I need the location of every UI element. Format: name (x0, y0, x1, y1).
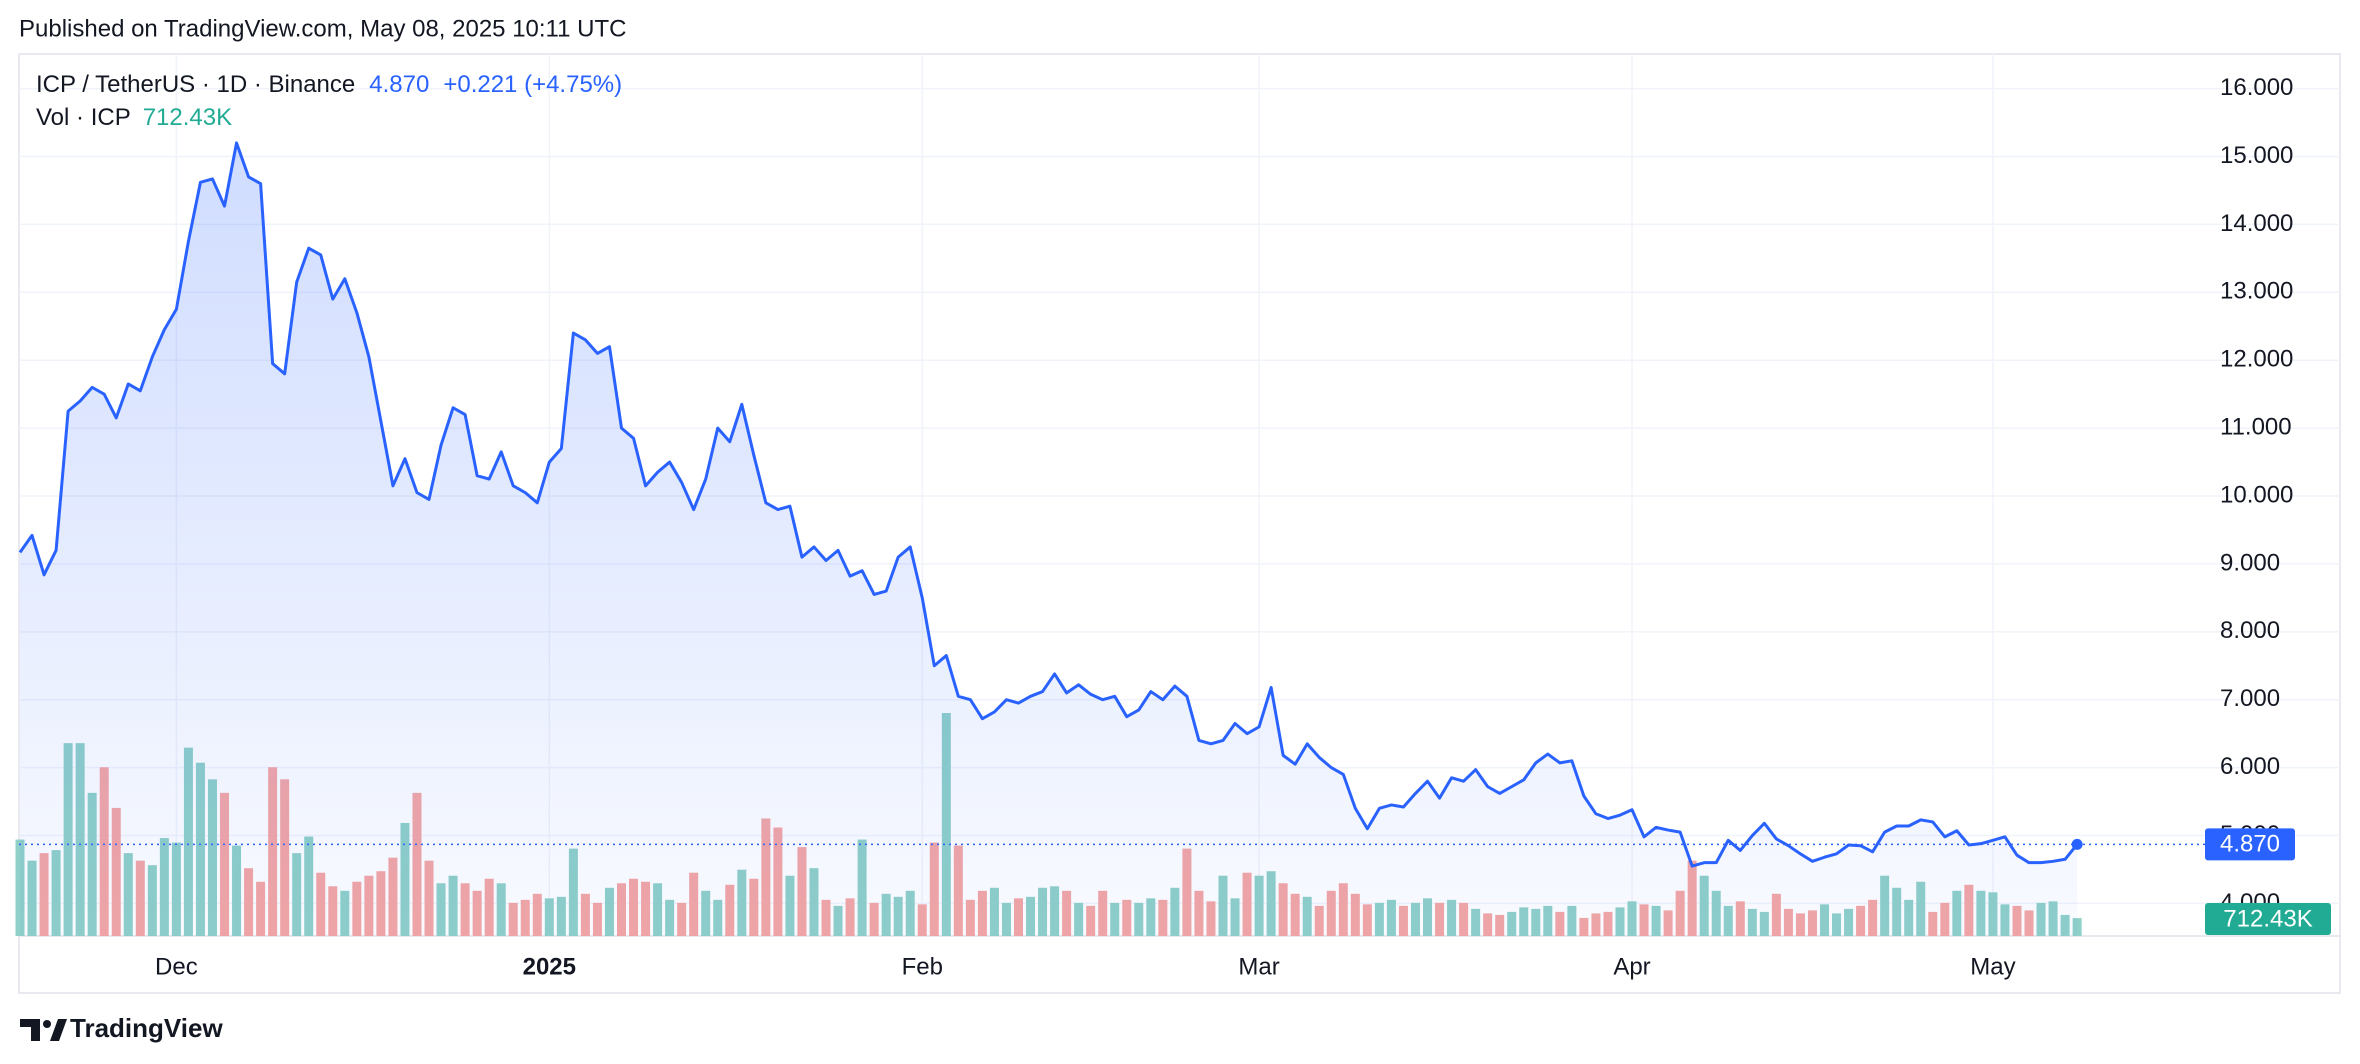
x-tick-label: 2025 (523, 953, 576, 980)
price-area (20, 142, 2078, 936)
x-tick-label: Feb (902, 953, 943, 980)
legend-item: 4.870 (369, 71, 429, 98)
legend: ICP / TetherUS · 1D · Binance 4.870 +0.221… (36, 71, 622, 98)
legend-item: Vol · ICP (36, 104, 131, 131)
y-tick-label: 11.000 (2220, 413, 2292, 440)
y-tick-label: 15.000 (2220, 142, 2293, 169)
y-tick-label: 12.000 (2220, 346, 2293, 373)
y-tick-label: 14.000 (2220, 210, 2293, 237)
y-tick-label: 8.000 (2220, 617, 2280, 644)
last-price-dot (2071, 838, 2083, 850)
legend-item: +0.221 (+4.75%) (443, 71, 622, 98)
y-tick-label: 7.000 (2220, 685, 2280, 712)
x-tick-label: Dec (155, 953, 198, 980)
x-tick-label: Apr (1613, 953, 1650, 980)
price-label-box (2205, 828, 2295, 861)
footer-brand: TradingView (70, 1013, 223, 1043)
price-label: 4.870 (2220, 831, 2280, 858)
volume-label: 712.43K (2223, 905, 2312, 932)
y-tick-label: 6.000 (2220, 753, 2280, 780)
legend: Vol · ICP 712.43K (36, 104, 232, 131)
legend-item: 712.43K (143, 104, 232, 131)
header-title: Published on TradingView.com, May 08, 20… (19, 15, 626, 42)
x-tick-label: May (1970, 953, 2015, 980)
y-tick-label: 13.000 (2220, 278, 2293, 305)
volume-label-box (2205, 903, 2331, 935)
y-tick-label: 10.000 (2220, 481, 2293, 508)
y-tick-label: 16.000 (2220, 74, 2293, 101)
y-tick-label: 9.000 (2220, 549, 2280, 576)
price-line (18, 141, 2079, 868)
chart-frame (18, 53, 2341, 994)
logo (20, 1019, 67, 1041)
x-tick-label: Mar (1238, 953, 1279, 980)
legend-item: ICP / TetherUS · 1D · Binance (36, 71, 355, 98)
